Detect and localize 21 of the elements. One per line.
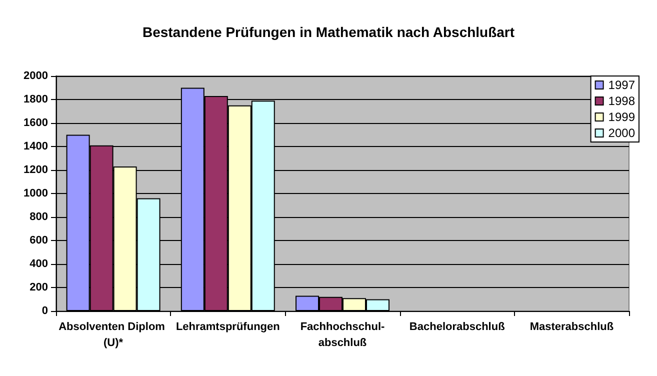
x-tick-label: Absolventen Diplom (U)* xyxy=(58,321,168,349)
y-tick-label: 1000 xyxy=(24,188,48,200)
legend-label: 1999 xyxy=(608,110,636,124)
y-tick-label: 1200 xyxy=(24,164,48,176)
x-tick-label: Lehramtsprüfungen xyxy=(176,321,280,333)
legend-label: 1998 xyxy=(608,94,636,108)
y-tick-label: 1800 xyxy=(24,94,48,106)
y-tick-label: 1400 xyxy=(24,140,48,152)
y-tick-label: 200 xyxy=(30,282,48,294)
y-tick-label: 400 xyxy=(30,258,48,270)
y-tick-label: 2000 xyxy=(24,70,48,82)
y-tick-label: 600 xyxy=(30,234,48,246)
y-tick-label: 0 xyxy=(42,305,48,317)
legend-label: 1997 xyxy=(608,78,636,92)
chart-title: Bestandene Prüfungen in Mathematik nach Abschlußart xyxy=(142,24,515,40)
x-tick-label: Masterabschluß xyxy=(530,321,614,333)
legend-label: 2000 xyxy=(608,126,636,140)
x-tick-label: Bachelorabschluß xyxy=(409,321,506,333)
x-tick-label: Fachhochschul-abschluß xyxy=(300,321,386,349)
y-tick-label: 800 xyxy=(30,211,48,223)
y-tick-label: 1600 xyxy=(24,117,48,129)
